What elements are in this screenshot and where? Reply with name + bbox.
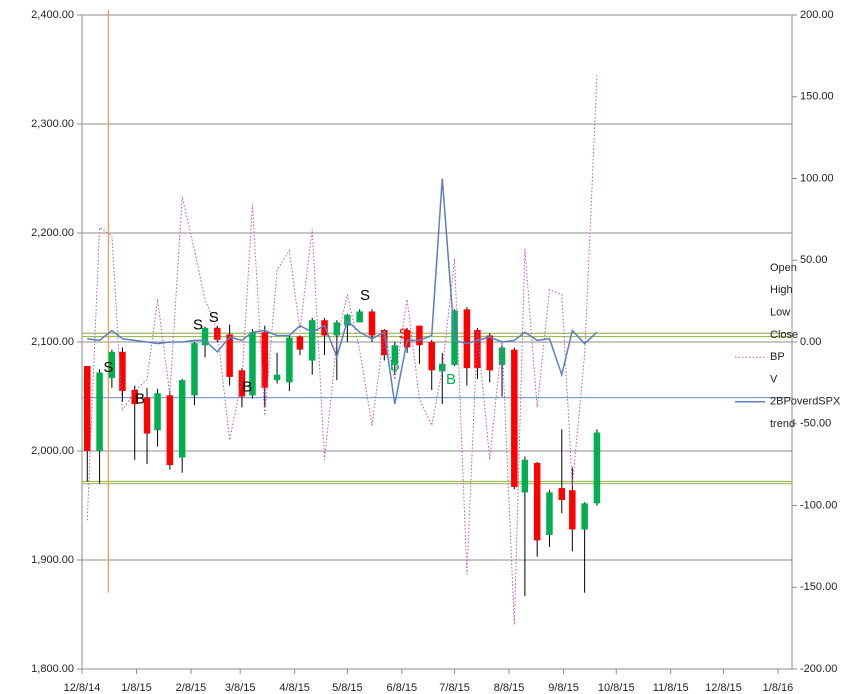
candle-body bbox=[84, 365, 91, 451]
candle-body bbox=[108, 351, 116, 378]
x-tick-label: 4/8/15 bbox=[279, 682, 310, 694]
candle-body bbox=[226, 334, 233, 377]
x-tick-label: 12/8/14 bbox=[64, 682, 101, 694]
candle-body bbox=[511, 349, 518, 487]
y2-tick-label: -50.00 bbox=[800, 418, 831, 430]
candle-body bbox=[249, 332, 256, 396]
candle-body bbox=[131, 389, 138, 405]
annotation: S bbox=[360, 287, 370, 304]
candle-body bbox=[238, 370, 246, 397]
annotation: S bbox=[209, 309, 219, 326]
x-tick-label: 1/8/16 bbox=[763, 682, 794, 694]
candle-body bbox=[356, 311, 363, 323]
candle-body bbox=[416, 325, 423, 346]
candle-body bbox=[96, 372, 103, 451]
y-tick-label: 2,100.00 bbox=[31, 336, 74, 348]
y-tick-label: 1,800.00 bbox=[31, 663, 74, 675]
legend-label: High bbox=[770, 284, 793, 296]
x-tick-label: 1/8/15 bbox=[121, 682, 152, 694]
candle-body bbox=[166, 395, 174, 466]
x-tick-label: 7/8/15 bbox=[439, 682, 470, 694]
candle-body bbox=[391, 345, 399, 364]
y2-tick-label: -200.00 bbox=[800, 663, 837, 675]
annotation: S bbox=[103, 359, 113, 376]
candle-body bbox=[381, 330, 388, 356]
x-tick-label: 2/8/15 bbox=[176, 682, 207, 694]
x-tick-label: 12/8/15 bbox=[705, 682, 742, 694]
candle-body bbox=[333, 322, 341, 336]
y2-tick-label: -150.00 bbox=[800, 581, 837, 593]
candle-body bbox=[521, 459, 529, 493]
annotation: B bbox=[446, 371, 456, 388]
y2-tick-label: 50.00 bbox=[800, 254, 828, 266]
annotation: B bbox=[242, 379, 252, 396]
legend-label: Close bbox=[770, 329, 798, 341]
annotation: B bbox=[390, 357, 400, 374]
candle-body bbox=[296, 336, 304, 350]
candle-body bbox=[428, 342, 435, 371]
candle-body bbox=[286, 337, 293, 383]
candle-body bbox=[178, 380, 186, 458]
candle-body bbox=[463, 309, 471, 369]
y-tick-label: 2,400.00 bbox=[31, 9, 74, 21]
candle-body bbox=[593, 432, 601, 504]
x-tick-label: 5/8/15 bbox=[332, 682, 363, 694]
line-series bbox=[86, 75, 598, 625]
y2-tick-label: 0.00 bbox=[800, 336, 821, 348]
y2-tick-label: 150.00 bbox=[800, 91, 834, 103]
candle-body bbox=[321, 320, 328, 336]
candle-body bbox=[558, 488, 566, 501]
candle-body bbox=[273, 374, 281, 381]
candle-body bbox=[201, 327, 209, 346]
candle-body bbox=[154, 393, 161, 431]
candle-body bbox=[533, 462, 541, 541]
candle-body bbox=[403, 330, 411, 348]
y2-tick-label: 100.00 bbox=[800, 172, 834, 184]
candle-body bbox=[308, 320, 316, 361]
legend-label: 2BPoverdSPX bbox=[770, 396, 841, 408]
annotation: B bbox=[135, 391, 145, 408]
y-tick-label: 2,200.00 bbox=[31, 227, 74, 239]
legend-label: trend bbox=[770, 418, 795, 430]
x-tick-label: 9/8/15 bbox=[548, 682, 579, 694]
y2-tick-label: 200.00 bbox=[800, 9, 834, 21]
annotation: S bbox=[399, 325, 409, 342]
candle-body bbox=[546, 492, 553, 535]
candle-body bbox=[143, 397, 151, 434]
line-series bbox=[87, 178, 598, 405]
y2-tick-label: -100.00 bbox=[800, 499, 837, 511]
y-tick-label: 2,300.00 bbox=[31, 118, 74, 130]
candle-body bbox=[581, 503, 588, 530]
candle-body bbox=[569, 490, 576, 530]
candle-body bbox=[119, 351, 126, 392]
y-tick-label: 2,000.00 bbox=[31, 445, 74, 457]
candle-body bbox=[261, 332, 269, 388]
legend-label: Low bbox=[770, 307, 790, 319]
legend-label: V bbox=[770, 373, 778, 385]
legend-label: BP bbox=[770, 351, 785, 363]
x-tick-label: 3/8/15 bbox=[225, 682, 256, 694]
candle-body bbox=[486, 335, 493, 371]
candle-body bbox=[474, 330, 481, 369]
y-tick-label: 1,900.00 bbox=[31, 554, 74, 566]
candle-body bbox=[498, 347, 506, 365]
candle-body bbox=[191, 343, 198, 396]
x-tick-label: 10/8/15 bbox=[598, 682, 635, 694]
x-tick-label: 11/8/15 bbox=[653, 682, 689, 694]
x-tick-label: 8/8/15 bbox=[494, 682, 525, 694]
candle-body bbox=[439, 363, 446, 372]
annotation: S bbox=[193, 317, 203, 334]
candle-body bbox=[368, 311, 376, 336]
x-tick-label: 6/8/15 bbox=[387, 682, 418, 694]
legend-label: Open bbox=[770, 262, 797, 274]
